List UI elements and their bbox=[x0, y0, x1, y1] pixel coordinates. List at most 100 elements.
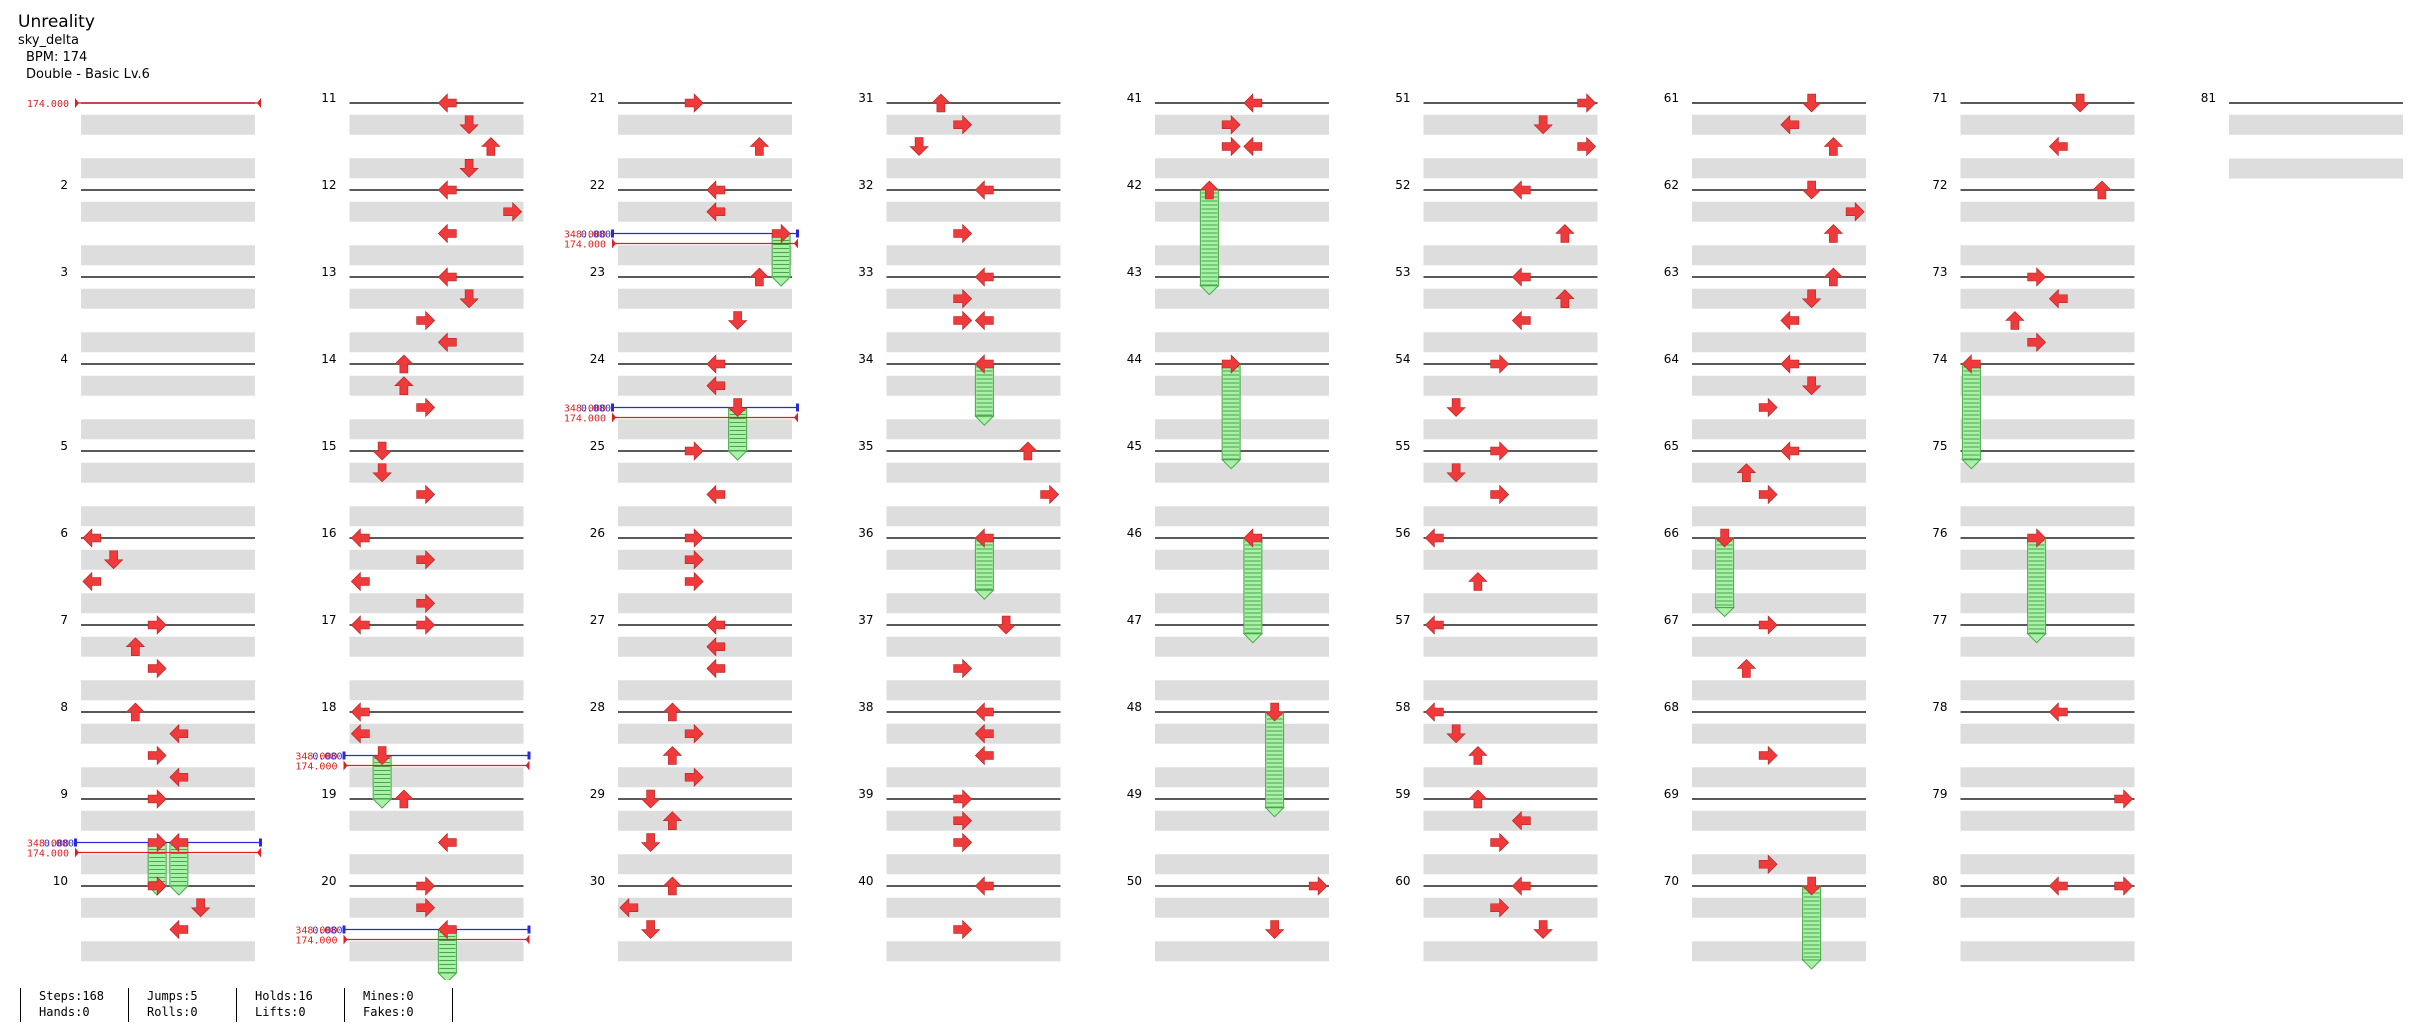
left-arrow-icon bbox=[2048, 136, 2068, 157]
left-arrow-icon bbox=[1243, 528, 1263, 548]
measure-number: 41 bbox=[1127, 91, 1142, 105]
down-arrow-icon bbox=[1264, 702, 1285, 722]
measure-shade bbox=[1692, 158, 1866, 179]
hold-tail bbox=[1714, 607, 1735, 618]
right-arrow-icon bbox=[1758, 854, 1778, 874]
measure-shade bbox=[1960, 810, 2135, 831]
stat-top: Steps:168 bbox=[39, 989, 105, 1003]
measure-shade bbox=[1155, 941, 1329, 962]
measure-shade bbox=[1960, 201, 2135, 222]
measure-shade bbox=[886, 332, 1061, 353]
bpm-value: 174.000 bbox=[27, 99, 69, 110]
measure-shade bbox=[1155, 288, 1329, 309]
right-arrow-icon bbox=[1577, 136, 1597, 157]
measure-number: 8 bbox=[60, 700, 68, 714]
left-arrow-icon bbox=[1243, 136, 1263, 157]
measure-number: 76 bbox=[1932, 526, 1947, 540]
up-arrow-icon bbox=[662, 876, 683, 896]
up-arrow-icon bbox=[1736, 659, 1757, 678]
right-arrow-icon bbox=[2027, 528, 2047, 548]
measure-shade bbox=[1692, 201, 1866, 222]
measure-shade bbox=[1155, 245, 1329, 266]
measure-shade bbox=[81, 941, 255, 962]
measure-number: 64 bbox=[1664, 352, 1679, 366]
left-arrow-icon bbox=[2048, 876, 2068, 896]
measure-shade bbox=[618, 941, 792, 962]
measure: 55 bbox=[1395, 439, 1598, 527]
measure-number: 43 bbox=[1127, 265, 1142, 279]
measure-number: 78 bbox=[1932, 700, 1947, 714]
measure-number: 10 bbox=[53, 874, 68, 888]
right-arrow-icon bbox=[684, 724, 704, 744]
right-arrow-icon bbox=[503, 202, 523, 222]
measure-shade bbox=[349, 201, 524, 222]
measure-number: 24 bbox=[590, 352, 605, 366]
measure: 9 bbox=[60, 787, 255, 875]
measure-number: 77 bbox=[1932, 613, 1947, 627]
measure-shade bbox=[1423, 723, 1598, 744]
bpm-marker bbox=[525, 760, 530, 771]
left-arrow-icon bbox=[974, 528, 994, 548]
left-arrow-icon bbox=[437, 180, 457, 200]
measure-number: 50 bbox=[1127, 874, 1142, 888]
right-arrow-icon bbox=[1845, 202, 1865, 222]
right-arrow-icon bbox=[953, 789, 973, 809]
left-arrow-icon bbox=[1424, 615, 1444, 635]
measure-shade bbox=[349, 114, 524, 135]
left-arrow-icon bbox=[706, 180, 726, 200]
up-arrow-icon bbox=[1736, 463, 1757, 483]
measure-shade bbox=[886, 897, 1061, 918]
down-arrow-icon bbox=[459, 289, 479, 309]
bpm-value: 174.000 bbox=[564, 240, 606, 251]
stop-marker bbox=[342, 925, 346, 934]
left-arrow-icon bbox=[1780, 441, 1800, 461]
measure-shade bbox=[1423, 245, 1598, 266]
measure-shade bbox=[1960, 158, 2135, 179]
measure-shade bbox=[886, 462, 1061, 483]
stop-duration: 0.080 bbox=[44, 839, 74, 850]
measure-shade bbox=[1423, 288, 1598, 309]
measure-shade bbox=[81, 897, 255, 918]
measure-shade bbox=[886, 636, 1061, 657]
measure-shade bbox=[1155, 854, 1329, 875]
bpm-marker bbox=[257, 847, 261, 858]
left-arrow-icon bbox=[82, 571, 102, 592]
right-arrow-icon bbox=[2027, 267, 2047, 287]
measure: 44 bbox=[1127, 352, 1329, 440]
measure-number: 45 bbox=[1127, 439, 1142, 453]
measure-shade bbox=[1155, 375, 1329, 396]
measure-number: 6 bbox=[60, 526, 68, 540]
measure-shade bbox=[81, 593, 255, 614]
down-arrow-icon bbox=[1801, 376, 1822, 396]
left-arrow-icon bbox=[1511, 310, 1531, 331]
measure: 43 bbox=[1127, 265, 1329, 353]
measure-shade bbox=[81, 810, 255, 831]
measure-shade bbox=[1960, 767, 2135, 788]
stop-marker bbox=[259, 838, 262, 847]
left-arrow-icon bbox=[1511, 876, 1531, 896]
hold-body bbox=[2027, 537, 2047, 635]
up-arrow-icon bbox=[931, 93, 951, 113]
measure-shade bbox=[81, 375, 255, 396]
measure: 60 bbox=[1395, 874, 1598, 962]
measure-number: 20 bbox=[321, 874, 336, 888]
measure-shade bbox=[349, 897, 524, 918]
right-arrow-icon bbox=[1758, 484, 1778, 505]
measure: 4 bbox=[60, 352, 255, 440]
measure-number: 27 bbox=[590, 613, 605, 627]
down-arrow-icon bbox=[1446, 724, 1466, 744]
measure-shade bbox=[618, 897, 792, 918]
stat-bottom: Rolls:0 bbox=[147, 1005, 198, 1019]
down-arrow-icon bbox=[1714, 528, 1735, 548]
left-arrow-icon bbox=[437, 93, 457, 113]
right-arrow-icon bbox=[1577, 93, 1597, 113]
right-arrow-icon bbox=[147, 832, 167, 853]
measure: 53 bbox=[1395, 265, 1598, 353]
measure: 68 bbox=[1664, 700, 1866, 788]
left-arrow-icon bbox=[974, 267, 994, 287]
measure: 16 bbox=[321, 526, 524, 614]
measure-shade bbox=[349, 767, 524, 788]
right-arrow-icon bbox=[1490, 832, 1510, 853]
measure: 57 bbox=[1395, 613, 1598, 701]
